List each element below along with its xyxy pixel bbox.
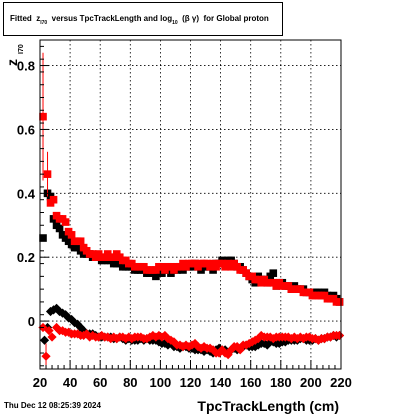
y-tick-label: 0.6: [17, 122, 35, 137]
data-point: [214, 343, 224, 353]
title-z: z: [36, 14, 41, 23]
data-point: [325, 332, 336, 342]
data-point: [103, 332, 113, 342]
data-point: [44, 326, 54, 336]
x-tick-label: 60: [93, 375, 107, 390]
data-point: [232, 342, 242, 352]
data-point: [250, 335, 260, 345]
data-point: [55, 224, 64, 233]
x-tick-label: 80: [123, 375, 137, 390]
data-point: [151, 332, 161, 342]
data-point: [253, 340, 263, 350]
x-tick-label: 200: [300, 375, 322, 390]
title-prefix: Fitted: [10, 14, 32, 23]
data-point: [184, 342, 194, 352]
data-point: [256, 330, 266, 341]
data-point: [136, 332, 146, 342]
data-point: [334, 330, 345, 341]
x-tick-label: 160: [240, 375, 262, 390]
data-point: [283, 332, 293, 342]
y-axis-title-main: z: [4, 59, 20, 66]
data-point: [313, 335, 324, 345]
data-point: [85, 332, 95, 342]
title-middle: versus TpcTrackLength and log: [51, 14, 173, 23]
data-point: [45, 306, 56, 317]
data-point: [63, 327, 74, 337]
x-tick-label: 120: [180, 375, 202, 390]
data-point: [247, 337, 257, 347]
y-tick-label: 0: [28, 314, 35, 329]
y-axis-title-sub: I70: [18, 44, 25, 54]
grid-lines: [39, 40, 342, 369]
data-point: [49, 195, 58, 204]
x-tick-label: 180: [270, 375, 292, 390]
data-point: [154, 337, 164, 347]
data-point: [241, 340, 251, 350]
data-point: [335, 298, 344, 306]
data-point: [39, 335, 50, 345]
data-point: [178, 342, 188, 352]
data-point: [205, 343, 215, 353]
data-points: [38, 52, 345, 369]
data-point: [67, 231, 76, 239]
chart-title: Fitted zI70 versus TpcTrackLength and lo…: [10, 14, 269, 26]
data-point: [124, 332, 134, 342]
x-axis-title: TpcTrackLength (cm): [197, 398, 339, 414]
data-point: [169, 337, 179, 347]
data-point: [250, 342, 260, 352]
svg-text:z: z: [4, 59, 20, 66]
x-tick-label: 100: [150, 375, 172, 390]
data-point: [61, 218, 70, 226]
series-1: [39, 112, 344, 306]
data-point: [289, 332, 299, 342]
data-point: [145, 332, 155, 342]
data-point: [295, 332, 305, 342]
axis-tick-labels: 20 40 60 80 100 120 140 160 180 200 220 0 0.2 0.4 0.6 0…: [17, 59, 352, 390]
data-point: [235, 345, 245, 355]
data-point: [199, 342, 209, 352]
data-point: [54, 306, 65, 317]
series-3: [38, 322, 345, 361]
title-suffix: for Global proton: [203, 14, 269, 23]
data-point: [148, 330, 158, 341]
timestamp-label: Thu Dec 12 08:25:39 2024: [4, 401, 101, 410]
data-point: [118, 332, 128, 342]
data-point: [88, 330, 98, 341]
data-point: [220, 348, 230, 358]
x-tick-label: 220: [330, 375, 352, 390]
y-tick-label: 0.2: [17, 250, 35, 265]
title-beta-gamma: (β γ): [182, 14, 200, 23]
data-point: [154, 330, 164, 341]
data-point: [269, 269, 278, 277]
axis-ticks: [39, 45, 342, 369]
title-log-sub: 10: [172, 20, 178, 26]
chart-title-box: Fitted zI70 versus TpcTrackLength and lo…: [3, 2, 283, 36]
data-point: [160, 330, 170, 341]
data-point: [304, 332, 314, 342]
data-point: [94, 332, 104, 342]
data-point: [47, 332, 57, 342]
x-tick-label: 140: [210, 375, 232, 390]
y-tick-label: 0.4: [17, 186, 36, 201]
data-point: [157, 332, 167, 342]
x-tick-label: 40: [63, 375, 77, 390]
error-bars: [42, 52, 49, 369]
data-point: [57, 308, 68, 318]
data-point: [97, 330, 107, 341]
data-point: [226, 345, 236, 355]
data-point: [265, 332, 275, 342]
data-point: [51, 303, 62, 313]
title-z-sub: I70: [40, 20, 48, 26]
data-point: [79, 326, 89, 336]
y-tick-label: 0.8: [17, 59, 35, 74]
x-tick-label: 20: [33, 375, 47, 390]
data-point: [199, 346, 209, 357]
data-point: [193, 342, 203, 352]
y-axis-title: z I70: [4, 44, 25, 66]
svg-text:I70: I70: [18, 44, 25, 54]
data-point: [109, 332, 119, 342]
data-point: [57, 326, 68, 336]
data-point: [76, 237, 85, 246]
